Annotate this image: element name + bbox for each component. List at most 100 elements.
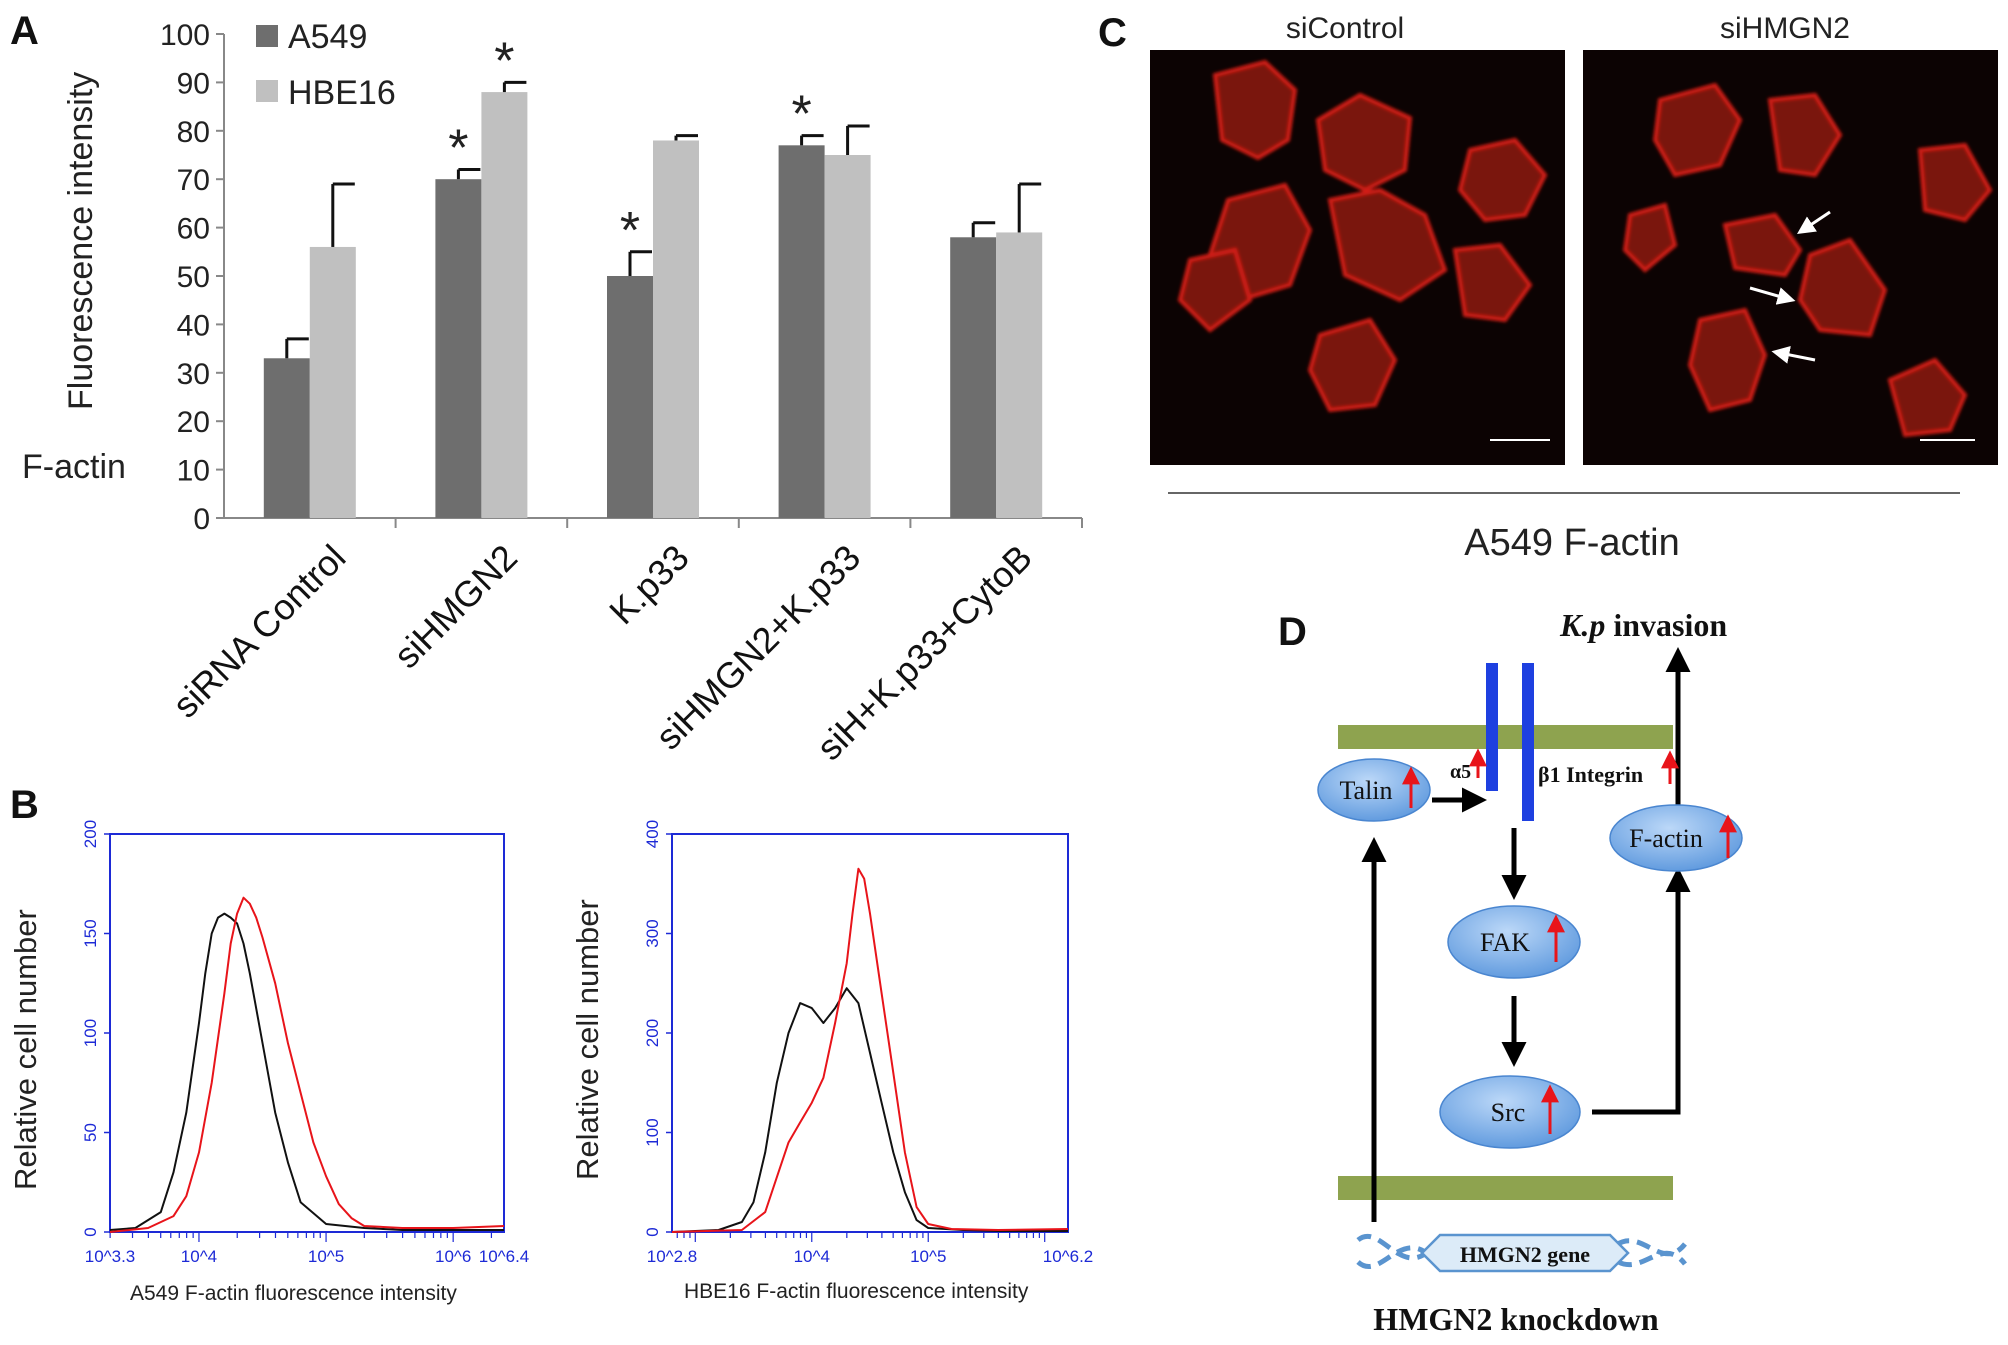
bar-y-tick-label: 10 [177,455,210,488]
flow-a549-series-0 [109,912,504,1231]
bar-category-labels: siRNA Control siHMGN2 K.p33siHMGN2+K.p33si… [165,537,1040,768]
flow-histogram-a549: Relative cell number A549 F-actin fluore… [8,820,529,1305]
bar-y-tick-label: 100 [160,19,210,52]
bar-y-tick-label: 80 [177,116,210,149]
panel-c-letter: C [1098,11,1127,55]
bar-a549-sirna-control [263,358,310,518]
bar-y-tick-label: 20 [177,406,210,439]
flow-hbe16-x-tick-label: 10^2.8 [647,1247,698,1266]
significance-a549-sihmgn2-k-p33: * [791,86,811,144]
bar-y-tick-label: 0 [193,503,210,536]
alpha5-integrin-bar [1486,663,1498,791]
flow-hbe16-y-tick-label: 300 [643,919,662,947]
bar-hbe16-sih-k-p33-cytob [996,232,1043,518]
significance-hbe16-sihmgn2: * [494,32,514,90]
pathway-title: K.p invasion [1559,607,1727,643]
hmgn2-gene: HMGN2 gene [1356,1233,1687,1273]
micrograph-left-label: siControl [1286,12,1404,45]
bar-hbe16-sirna-control [309,246,356,518]
legend-swatch-a549 [256,25,278,47]
bar-a549-sihmgn2 [435,179,482,518]
bar-y-tick-label: 90 [177,67,210,100]
bar-legend: A549 HBE16 [256,18,396,112]
flow-hbe16-series-1 [671,867,1069,1233]
flow-a549-x-tick-label: 10^3.3 [85,1247,136,1266]
panel-b-letter: B [10,783,39,827]
bar-series: * * * * [263,32,1043,519]
bar-y-axis-prefix: F-actin [22,448,126,486]
flow-hbe16-x-label: HBE16 F-actin fluorescence intensity [684,1280,1029,1303]
flow-a549-frame [109,833,505,1233]
flow-a549-y-tick-label: 200 [81,820,100,848]
cell-membrane-top [1338,725,1673,749]
factin-label: F-actin [1629,824,1703,853]
significance-a549-k-p33: * [620,202,640,260]
bar-hbe16-sihmgn2-k-p33 [824,155,871,518]
beta1-label: β1 Integrin [1538,762,1643,787]
fak-node: FAK [1447,905,1581,979]
flow-hbe16-y-label: Relative cell number [570,899,605,1180]
talin-node: Talin [1317,758,1431,822]
bar-y-tick-label: 60 [177,213,210,246]
bar-y-tick-label: 70 [177,164,210,197]
flow-a549-x-tick-label: 10^6 [435,1247,471,1266]
flow-hbe16-y-tick-label: 400 [643,820,662,848]
bar-hbe16-k-p33 [653,140,699,519]
flow-a549-y-tick-label: 150 [81,919,100,947]
cell-membrane-bottom [1338,1176,1673,1200]
legend-label-hbe16: HBE16 [288,74,396,112]
src-node: Src [1439,1075,1581,1149]
panel-a: A Fluorescence intensity F-actin 0 10 20 30… [10,9,1083,768]
flow-hbe16-series-0 [671,987,1068,1233]
significance-a549-sihmgn2: * [448,120,468,178]
flow-hbe16-y-tick-label: 200 [643,1019,662,1047]
legend-label-a549: A549 [288,18,367,56]
pathway-arrows [1361,647,1691,1222]
bar-y-tick-label: 40 [177,309,210,342]
micrograph-sihmgn2 [1583,50,1998,465]
beta1-integrin-bar [1522,663,1534,821]
flow-a549-x-tick-label: 10^6.4 [479,1247,530,1266]
flow-hbe16-x-tick-label: 10^5 [910,1247,946,1266]
micrograph-caption: A549 F-actin [1464,522,1679,564]
flow-a549-x-label: A549 F-actin fluorescence intensity [130,1282,457,1305]
bar-a549-sih-k-p33-cytob [950,237,997,518]
micrograph-right-label: siHMGN2 [1720,12,1850,45]
pathway-bottom-label: HMGN2 knockdown [1373,1301,1659,1337]
bar-hbe16-sihmgn2 [481,92,528,518]
flow-a549-y-label: Relative cell number [8,909,43,1190]
fak-label: FAK [1480,928,1530,957]
talin-label: Talin [1339,776,1392,805]
flow-hbe16-y-tick-label: 100 [643,1118,662,1146]
flow-a549-x-tick-label: 10^5 [308,1247,344,1266]
src-label: Src [1491,1098,1526,1127]
panel-a-letter: A [10,9,39,53]
flow-hbe16-y-tick-label: 0 [643,1227,662,1236]
bar-y-axis-label: Fluorescence intensity [62,72,100,410]
bar-a549-k-p33 [607,276,653,518]
bar-a549-sihmgn2-k-p33 [778,145,825,518]
alpha5-label: α5 [1450,761,1471,783]
bar-y-tick-label: 50 [177,261,210,294]
panel-c: C siControl siHMGN2 [1098,11,1998,564]
flow-a549-y-tick-label: 100 [81,1019,100,1047]
bar-y-tick-label: 30 [177,358,210,391]
flow-a549-y-tick-label: 50 [81,1123,100,1142]
panel-d: D K.p invasion α5 β1 Integrin Talin F-ac… [1278,607,1743,1337]
flow-hbe16-x-tick-label: 10^4 [794,1247,830,1266]
category-label-sihmgn2: siHMGN2 [386,537,525,676]
flow-histogram-hbe16: Relative cell number HBE16 F-actin fluor… [570,820,1093,1303]
flow-a549-series-1 [109,896,505,1233]
panel-b: B Relative cell number A549 F-actin fluo… [8,783,1093,1305]
flow-a549-x-tick-label: 10^4 [181,1247,217,1266]
category-label-k-p33: K.p33 [601,537,697,633]
flow-a549-y-tick-label: 0 [81,1227,100,1236]
factin-node: F-actin [1609,804,1743,872]
panel-d-letter: D [1278,610,1307,654]
flow-hbe16-frame [671,833,1069,1233]
micrograph-sicontrol [1150,50,1565,465]
legend-swatch-hbe16 [256,80,278,102]
hmgn2-gene-label: HMGN2 gene [1460,1242,1590,1267]
category-label-sirna-control: siRNA Control [165,537,354,726]
